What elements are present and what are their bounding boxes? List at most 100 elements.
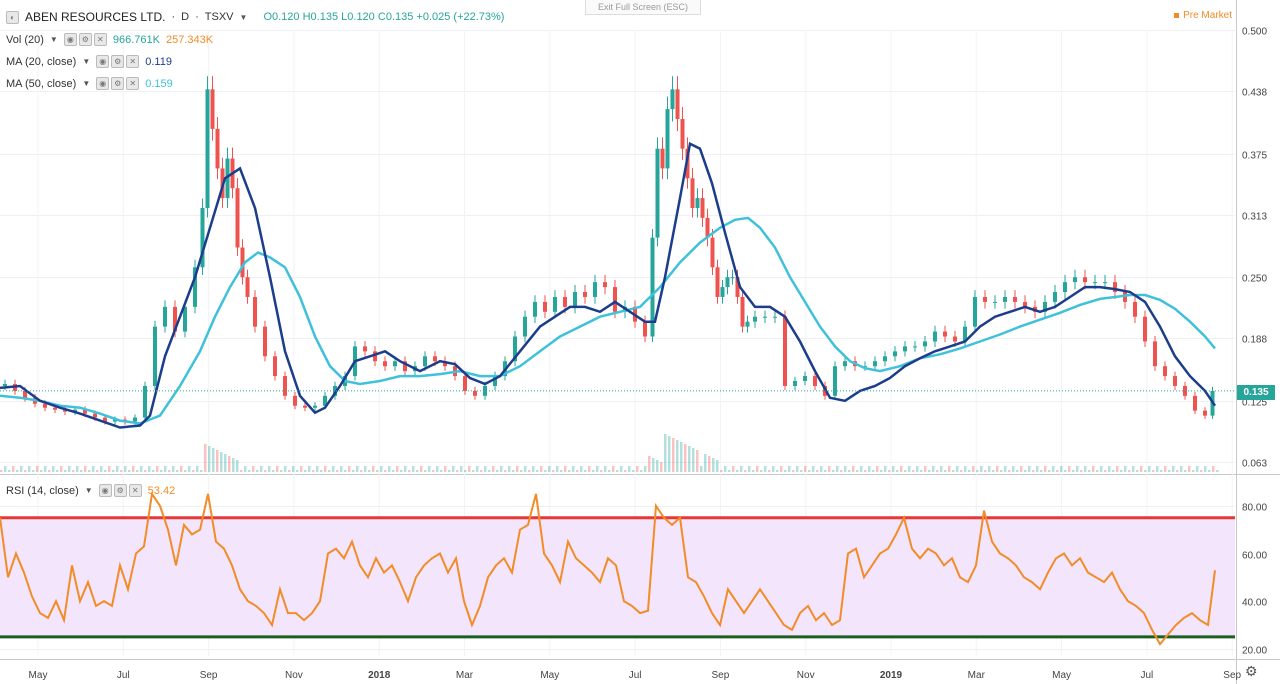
separator: ·: [195, 11, 199, 23]
volume-bar: [1168, 470, 1171, 472]
candle-body: [705, 217, 710, 238]
candle-body: [933, 331, 937, 342]
candle-body: [730, 277, 735, 279]
close-icon[interactable]: ✕: [93, 33, 107, 46]
rsi-label[interactable]: RSI (14, close): [6, 484, 79, 497]
volume-bar: [468, 466, 471, 472]
settings-icon[interactable]: ⚙: [78, 33, 92, 46]
volume-bar: [116, 466, 119, 472]
time-axis[interactable]: May Jul Sep Nov 2018 Mar May Jul Sep Nov 2019 Mar Ma…: [29, 670, 1242, 681]
volume-bar: [112, 470, 115, 472]
volume-label[interactable]: Vol (20): [6, 33, 44, 46]
close-icon[interactable]: ✕: [126, 55, 140, 68]
volume-bar: [388, 466, 391, 472]
volume-bar: [584, 470, 587, 472]
close-icon[interactable]: ✕: [128, 484, 142, 497]
price-axis[interactable]: 0.500 0.438 0.375 0.313 0.250 0.188 0.125 0.063: [1242, 27, 1267, 470]
candle-body: [720, 287, 725, 297]
symbol-name[interactable]: ABEN RESOURCES LTD.: [25, 10, 166, 24]
ma20-label[interactable]: MA (20, close): [6, 55, 77, 68]
interval[interactable]: D: [181, 11, 190, 23]
volume-bar: [1124, 466, 1127, 472]
volume-bar: [988, 466, 991, 472]
eye-icon[interactable]: ◐: [6, 10, 19, 24]
candle-body: [700, 198, 705, 218]
candle-body: [210, 89, 215, 129]
ma50-label[interactable]: MA (50, close): [6, 77, 77, 90]
volume-bar: [732, 466, 735, 472]
exchange[interactable]: TSXV: [204, 11, 234, 23]
chevron-down-icon[interactable]: ▼: [49, 35, 58, 44]
candle-body: [893, 351, 897, 357]
hide-legend-toggle[interactable]: ◐: [6, 10, 19, 24]
chevron-down-icon[interactable]: ▼: [82, 57, 91, 66]
candle-body: [1083, 277, 1087, 283]
candle-body: [1173, 376, 1177, 386]
chevron-down-icon[interactable]: ▼: [82, 79, 91, 88]
volume-bar: [940, 466, 943, 472]
study-buttons: ◉ ⚙ ✕: [96, 77, 140, 90]
volume-bar: [124, 466, 127, 472]
candle-body: [200, 207, 205, 268]
volume-bar: [416, 470, 419, 472]
candle-body: [113, 419, 117, 422]
volume-bar: [228, 456, 231, 472]
rsi-tick-label: 20.00: [1242, 646, 1267, 657]
eye-icon[interactable]: ◉: [63, 33, 77, 46]
volume-bar: [496, 470, 499, 472]
time-tick-label: Sep: [1223, 670, 1241, 681]
volume-bar: [292, 466, 295, 472]
settings-icon[interactable]: ⚙: [111, 55, 125, 68]
volume-bar: [1032, 470, 1035, 472]
volume-bar: [532, 466, 535, 472]
volume-bar: [456, 470, 459, 472]
eye-icon[interactable]: ◉: [96, 77, 110, 90]
candle-body: [695, 198, 700, 208]
volume-bar: [912, 470, 915, 472]
volume-bar: [516, 466, 519, 472]
volume-bar: [1040, 470, 1043, 472]
settings-icon[interactable]: ⚙: [111, 77, 125, 90]
volume-bar: [200, 470, 203, 472]
volume-bar: [4, 466, 7, 472]
rsi-axis[interactable]: 80.00 60.00 40.00 20.00: [1242, 503, 1267, 657]
volume-bar: [472, 470, 475, 472]
volume-value: 966.761K: [112, 33, 160, 46]
volume-bar: [908, 466, 911, 472]
volume-bar: [232, 458, 235, 472]
chevron-down-icon[interactable]: ▼: [239, 12, 248, 22]
volume-bar: [948, 466, 951, 472]
volume-bar: [884, 466, 887, 472]
volume-bar: [984, 470, 987, 472]
eye-icon[interactable]: ◉: [98, 484, 112, 497]
candle-body: [773, 316, 777, 318]
settings-icon[interactable]: ⚙: [113, 484, 127, 497]
exit-fullscreen-button[interactable]: Exit Full Screen (ESC): [585, 0, 701, 15]
time-tick-label: 2018: [368, 670, 391, 681]
chevron-down-icon[interactable]: ▼: [84, 486, 93, 495]
volume-bar: [640, 470, 643, 472]
volume-bar: [676, 440, 679, 472]
volume-bar: [1004, 466, 1007, 472]
volume-bar: [244, 466, 247, 472]
gear-icon[interactable]: ⚙: [1245, 663, 1258, 679]
candle-body: [403, 361, 407, 372]
volume-bar: [900, 466, 903, 472]
volume-bar: [768, 470, 771, 472]
volume-bar: [464, 470, 467, 472]
time-tick-label: Jul: [1141, 670, 1154, 681]
candle-body: [1073, 277, 1077, 283]
volume-bar: [0, 470, 3, 472]
ma20-legend: MA (20, close) ▼ ◉ ⚙ ✕ 0.119: [6, 55, 172, 68]
candle-body: [863, 366, 867, 368]
time-tick-label: 2019: [880, 670, 903, 681]
candle-body: [953, 336, 957, 342]
close-icon[interactable]: ✕: [126, 77, 140, 90]
volume-bar: [304, 470, 307, 472]
volume-bar: [796, 466, 799, 472]
candle-body: [745, 321, 750, 327]
eye-icon[interactable]: ◉: [96, 55, 110, 68]
volume-bar: [368, 470, 371, 472]
volume-bar: [1008, 470, 1011, 472]
